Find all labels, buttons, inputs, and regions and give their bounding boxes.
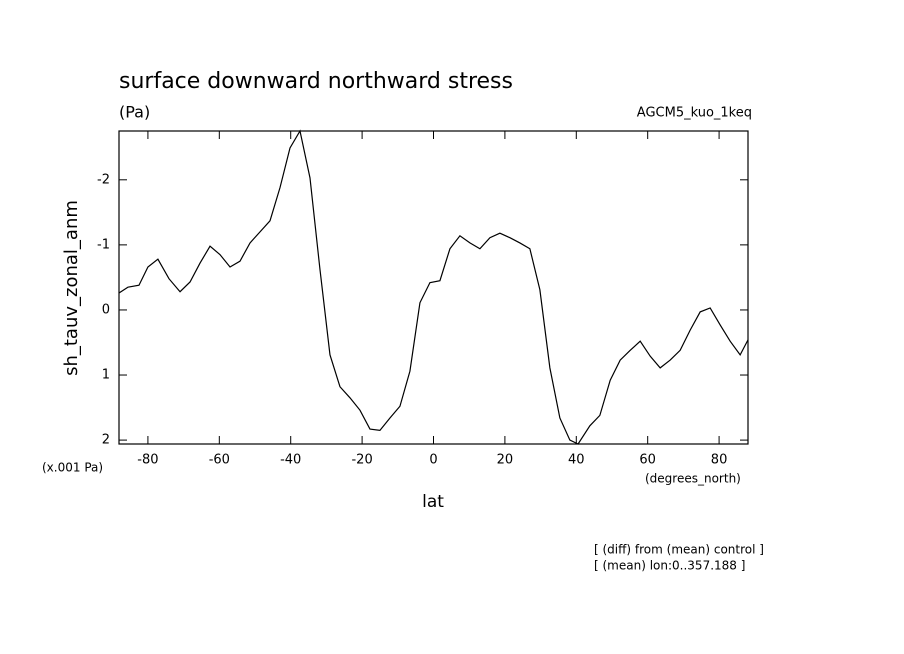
x-tick-label: 60 xyxy=(639,453,656,468)
y-tick-label: -2 xyxy=(97,172,110,187)
y-tick-label: 0 xyxy=(102,302,110,317)
x-tick-label: 0 xyxy=(429,453,437,468)
plot-frame xyxy=(118,130,749,445)
x-tick-label: 40 xyxy=(568,453,585,468)
note: [ (mean) lon:0..357.188 ] xyxy=(594,559,745,573)
subtitle: (Pa) xyxy=(119,103,150,122)
x-axis-label: lat xyxy=(422,492,444,512)
x-tick-label: -40 xyxy=(280,453,301,468)
x-tick-label: -60 xyxy=(209,453,230,468)
data-line xyxy=(118,129,749,445)
chart-title: surface downward northward stress xyxy=(119,69,513,94)
y-scale-note: (x.001 Pa) xyxy=(42,461,103,475)
x-tick-label: 20 xyxy=(497,453,514,468)
y-tick-label: -1 xyxy=(97,237,110,252)
y-axis-label: sh_tauv_zonal_anm xyxy=(61,200,82,376)
note: [ (diff) from (mean) control ] xyxy=(594,543,764,557)
model-label: AGCM5_kuo_1keq xyxy=(637,106,752,121)
x-tick-label: -80 xyxy=(137,453,158,468)
x-tick-label: 80 xyxy=(711,453,728,468)
x-unit: (degrees_north) xyxy=(645,472,741,486)
x-tick-label: -20 xyxy=(351,453,372,468)
y-tick-label: 2 xyxy=(102,433,110,448)
y-tick-label: 1 xyxy=(102,368,110,383)
